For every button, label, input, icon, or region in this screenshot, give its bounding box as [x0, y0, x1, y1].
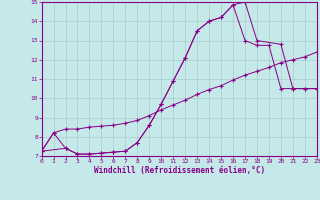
X-axis label: Windchill (Refroidissement éolien,°C): Windchill (Refroidissement éolien,°C): [94, 166, 265, 175]
